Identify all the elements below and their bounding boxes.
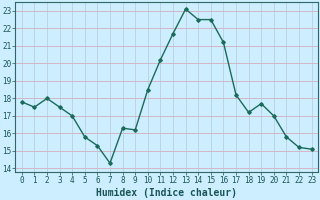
X-axis label: Humidex (Indice chaleur): Humidex (Indice chaleur) — [96, 188, 237, 198]
